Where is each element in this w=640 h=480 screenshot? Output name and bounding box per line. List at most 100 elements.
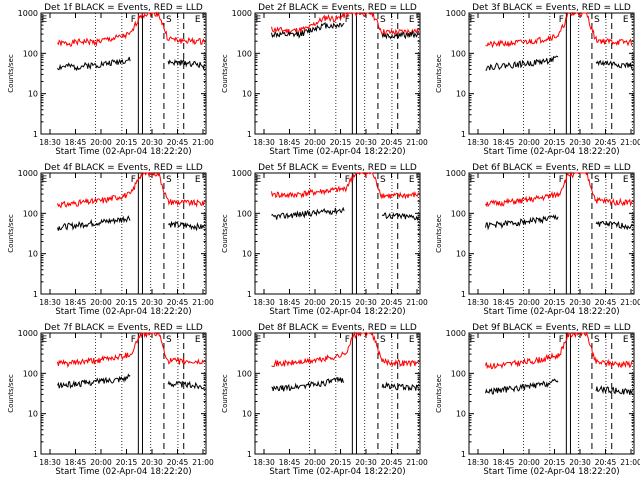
x-tick-label: 20:45 [167, 298, 189, 307]
interval-marker: E [255, 175, 261, 185]
x-tick-label: 20:00 [90, 138, 112, 147]
x-axis-label: Start Time (02-Apr-04 18:22:20) [55, 467, 191, 477]
y-tick-label: 1000 [18, 9, 38, 18]
series-line [485, 214, 559, 231]
interval-marker: F [345, 335, 350, 345]
y-tick-label: 1 [33, 290, 38, 299]
x-tick-label: 21:00 [620, 458, 640, 467]
x-tick-label: 20:00 [90, 458, 112, 467]
chart-title: Det 2f BLACK = Events, RED = LLD [258, 3, 417, 13]
plot-frame [40, 12, 207, 135]
plot-frame [40, 172, 207, 295]
y-tick-label: 1000 [446, 169, 466, 178]
x-tick-label: 18:45 [493, 298, 515, 307]
y-axis-label: Counts/sec [221, 54, 229, 93]
interval-marker: F [345, 15, 350, 25]
series-line [167, 220, 205, 232]
chart-panel: Det 2f BLACK = Events, RED = LLD Counts/s… [221, 3, 428, 157]
interval-marker: E [623, 15, 629, 25]
interval-marker: F [559, 335, 564, 345]
x-tick-label: 18:45 [65, 298, 87, 307]
y-tick-label: 1 [247, 130, 252, 139]
x-tick-label: 20:15 [330, 138, 352, 147]
x-tick-label: 20:30 [141, 458, 163, 467]
x-axis-label: Start Time (02-Apr-04 18:22:20) [483, 307, 619, 317]
chart-panel: Det 7f BLACK = Events, RED = LLD Counts/s… [7, 323, 214, 477]
x-axis-label: Start Time (02-Apr-04 18:22:20) [269, 467, 405, 477]
chart-panel: Det 6f BLACK = Events, RED = LLD Counts/s… [435, 163, 640, 317]
x-tick-label: 20:15 [544, 458, 566, 467]
chart-title: Det 4f BLACK = Events, RED = LLD [44, 163, 203, 173]
series-line [57, 171, 205, 209]
interval-marker: S [594, 175, 600, 185]
interval-marker: E [41, 335, 47, 345]
chart-title: Det 1f BLACK = Events, RED = LLD [44, 3, 203, 13]
series-line [271, 21, 345, 39]
x-axis-label: Start Time (02-Apr-04 18:22:20) [269, 307, 405, 317]
x-tick-label: 20:45 [595, 298, 617, 307]
x-tick-label: 18:45 [493, 138, 515, 147]
x-tick-label: 20:30 [569, 458, 591, 467]
series-line [271, 376, 345, 392]
x-tick-label: 20:45 [595, 458, 617, 467]
y-tick-label: 1000 [18, 329, 38, 338]
plot-frame [468, 332, 635, 455]
chart-title: Det 5f BLACK = Events, RED = LLD [258, 163, 417, 173]
chart-title: Det 6f BLACK = Events, RED = LLD [472, 163, 631, 173]
plot-frame [468, 12, 635, 135]
interval-marker: S [166, 175, 172, 185]
series-line [57, 56, 131, 72]
interval-marker: F [345, 175, 350, 185]
interval-marker: S [594, 335, 600, 345]
chart-panel: Det 3f BLACK = Events, RED = LLD Counts/s… [435, 3, 640, 157]
series-line [167, 58, 205, 71]
y-tick-label: 10 [242, 410, 252, 419]
interval-marker: E [195, 335, 201, 345]
series-line [595, 59, 633, 69]
series-line [57, 11, 205, 47]
interval-marker: E [469, 335, 475, 345]
plot-frame [254, 332, 421, 455]
y-tick-label: 1 [461, 450, 466, 459]
interval-marker: E [195, 15, 201, 25]
x-tick-label: 20:30 [141, 298, 163, 307]
series-line [485, 171, 633, 208]
x-tick-label: 20:15 [116, 458, 138, 467]
x-tick-label: 21:00 [406, 458, 428, 467]
x-tick-label: 20:30 [355, 458, 377, 467]
interval-marker: F [131, 335, 136, 345]
y-tick-label: 1 [247, 290, 252, 299]
x-axis-label: Start Time (02-Apr-04 18:22:20) [269, 147, 405, 157]
x-tick-label: 18:30 [467, 458, 489, 467]
interval-marker: S [166, 15, 172, 25]
interval-marker: E [255, 335, 261, 345]
interval-marker: E [41, 175, 47, 185]
chart-title: Det 9f BLACK = Events, RED = LLD [472, 323, 631, 333]
series-line [381, 381, 419, 391]
series-line [271, 206, 345, 220]
x-axis-label: Start Time (02-Apr-04 18:22:20) [55, 147, 191, 157]
x-tick-label: 20:00 [90, 298, 112, 307]
y-tick-label: 100 [23, 49, 38, 58]
interval-marker: E [469, 15, 475, 25]
x-tick-label: 21:00 [192, 458, 214, 467]
interval-marker: S [594, 15, 600, 25]
chart-title: Det 7f BLACK = Events, RED = LLD [44, 323, 203, 333]
y-tick-label: 10 [28, 90, 38, 99]
series-line [271, 11, 419, 36]
chart-panel: Det 8f BLACK = Events, RED = LLD Counts/s… [221, 323, 428, 477]
y-tick-label: 1 [461, 130, 466, 139]
plot-frame [254, 172, 421, 295]
y-tick-label: 10 [28, 250, 38, 259]
x-tick-label: 18:45 [493, 458, 515, 467]
interval-marker: E [409, 175, 415, 185]
x-tick-label: 18:30 [39, 298, 61, 307]
x-tick-label: 20:00 [518, 458, 540, 467]
y-tick-label: 100 [451, 49, 466, 58]
y-tick-label: 100 [451, 209, 466, 218]
x-tick-label: 18:30 [467, 298, 489, 307]
series-line [57, 373, 131, 390]
x-tick-label: 20:45 [595, 138, 617, 147]
x-tick-label: 20:30 [355, 138, 377, 147]
